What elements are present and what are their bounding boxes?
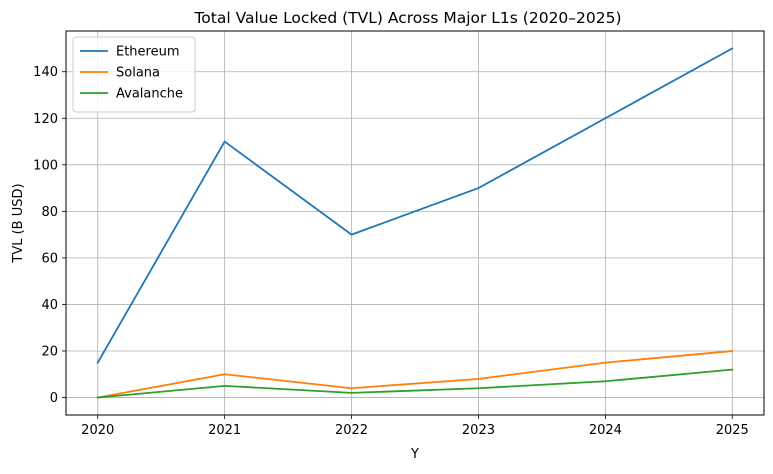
- chart-title: Total Value Locked (TVL) Across Major L1…: [193, 9, 621, 27]
- x-axis-label: Y: [410, 447, 419, 462]
- series-line-ethereum: [96, 47, 734, 364]
- grid-lines: [66, 31, 764, 415]
- x-axis: 2020 2021 2022 2023 2024 2025: [81, 415, 749, 438]
- series-line-avalanche: [96, 368, 734, 399]
- legend-label: Avalanche: [116, 87, 183, 102]
- y-tick-label: 120: [33, 112, 58, 127]
- y-axis-label: TVL (B USD): [11, 183, 26, 263]
- x-tick-label: 2023: [462, 423, 495, 438]
- x-tick-label: 2021: [208, 423, 241, 438]
- y-tick-label: 0: [50, 391, 58, 406]
- series-line-solana: [96, 350, 734, 399]
- series-lines: [96, 47, 734, 399]
- legend-label: Ethereum: [116, 45, 180, 60]
- y-tick-label: 80: [41, 205, 58, 220]
- legend-label: Solana: [116, 66, 160, 81]
- x-tick-label: 2020: [81, 423, 114, 438]
- y-tick-label: 40: [41, 298, 58, 313]
- y-tick-label: 100: [33, 158, 58, 173]
- y-tick-label: 140: [33, 65, 58, 80]
- y-tick-label: 60: [41, 251, 58, 266]
- plot-frame: [65, 30, 765, 416]
- x-tick-label: 2025: [716, 423, 749, 438]
- y-tick-label: 20: [41, 345, 58, 360]
- legend: Ethereum Solana Avalanche: [72, 36, 196, 113]
- y-axis: 0 20 40 60 80 100 120 140: [33, 65, 66, 406]
- x-tick-label: 2022: [335, 423, 368, 438]
- x-tick-label: 2024: [589, 423, 622, 438]
